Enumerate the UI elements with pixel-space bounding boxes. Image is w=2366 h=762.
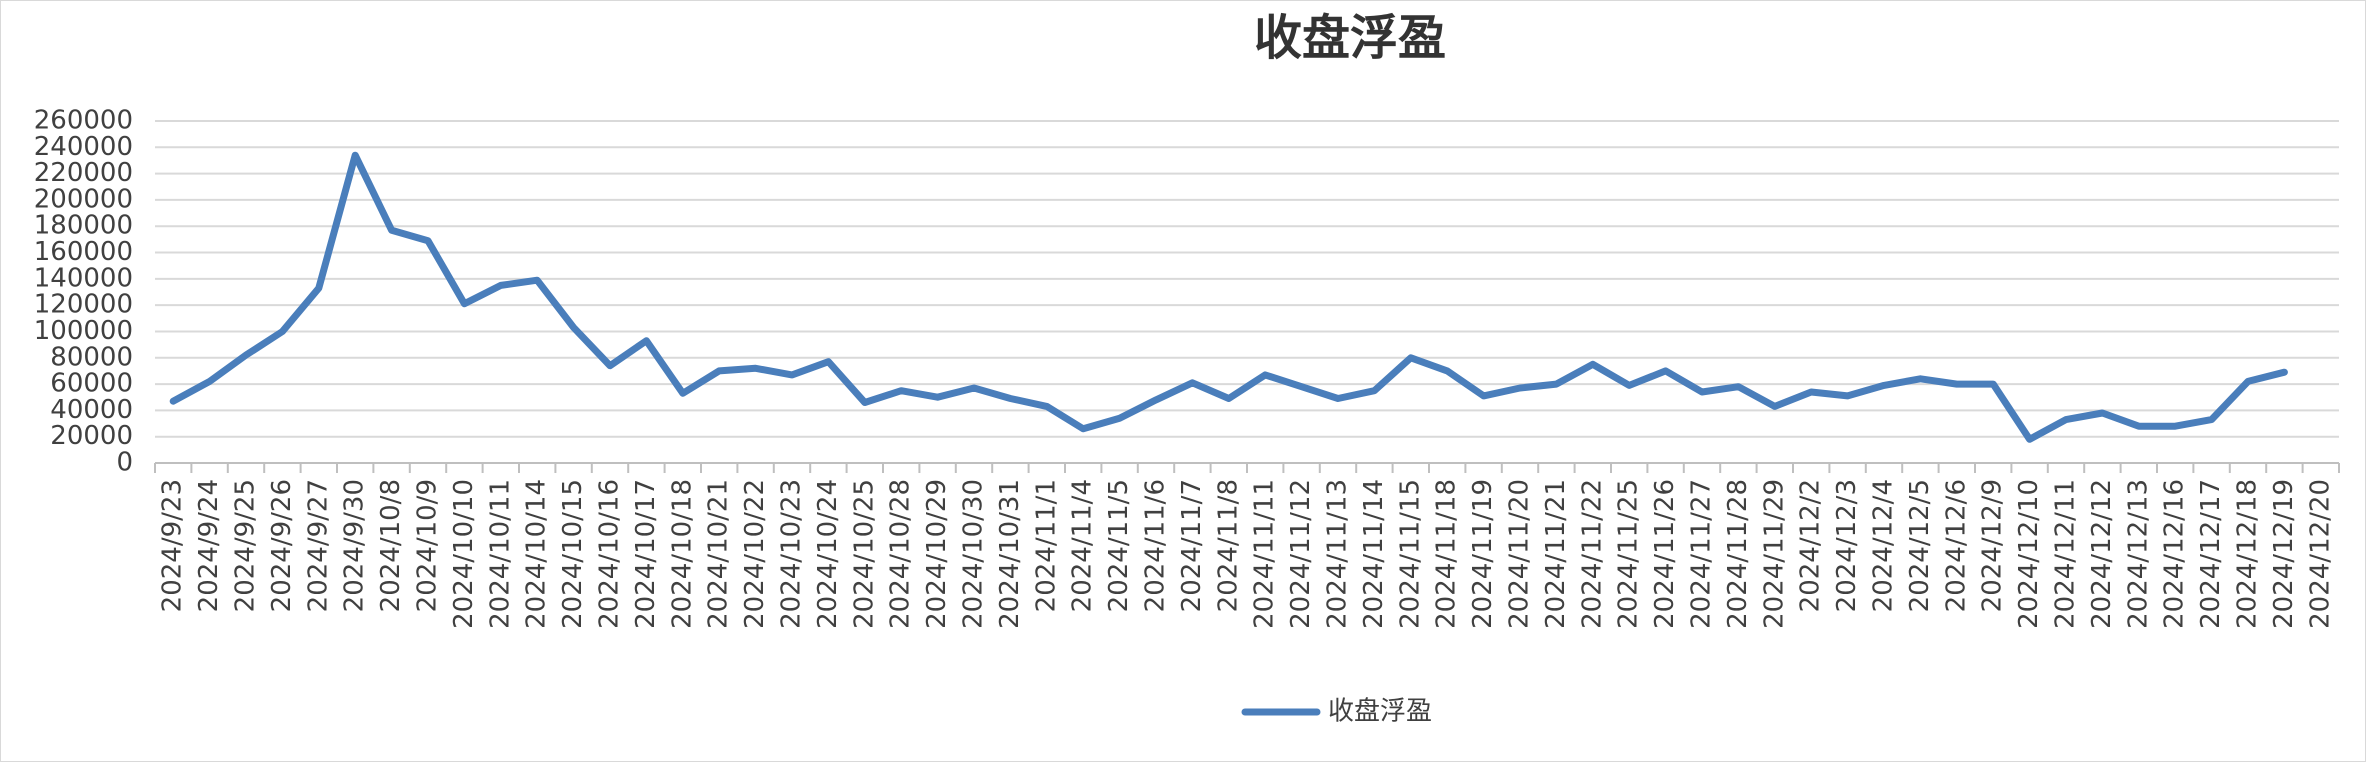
x-tick-label: 2024/9/24 — [194, 479, 224, 612]
x-tick-label: 2024/12/19 — [2269, 479, 2299, 629]
x-tick-label: 2024/12/9 — [1978, 479, 2008, 612]
x-tick-label: 2024/12/17 — [2196, 479, 2226, 629]
x-tick-label: 2024/11/15 — [1395, 479, 1425, 629]
y-tick-label: 180000 — [34, 211, 133, 241]
x-tick-label: 2024/10/23 — [777, 479, 807, 629]
y-tick-label: 40000 — [50, 395, 133, 425]
y-tick-label: 0 — [116, 448, 133, 478]
x-tick-label: 2024/9/23 — [158, 479, 188, 612]
x-tick-label: 2024/11/5 — [1104, 479, 1134, 612]
x-tick-label: 2024/12/12 — [2087, 479, 2117, 629]
x-tick-label: 2024/10/15 — [558, 479, 588, 629]
y-tick-label: 220000 — [34, 158, 133, 188]
x-tick-label: 2024/12/16 — [2160, 479, 2190, 629]
x-tick-label: 2024/12/6 — [1941, 479, 1971, 612]
y-tick-label: 140000 — [34, 263, 133, 293]
x-tick-label: 2024/12/10 — [2014, 479, 2044, 629]
y-tick-label: 260000 — [34, 106, 133, 136]
x-tick-label: 2024/11/12 — [1286, 479, 1316, 629]
x-tick-label: 2024/11/8 — [1213, 479, 1243, 612]
x-tick-label: 2024/11/7 — [1177, 479, 1207, 612]
x-tick-label: 2024/10/28 — [886, 479, 916, 629]
chart-title: 收盘浮盈 — [1254, 10, 1446, 66]
x-tick-label: 2024/11/11 — [1250, 479, 1280, 629]
x-tick-label: 2024/10/16 — [595, 479, 625, 629]
x-tick-label: 2024/11/29 — [1759, 479, 1789, 629]
x-tick-label: 2024/9/26 — [267, 479, 297, 612]
x-tick-label: 2024/10/25 — [849, 479, 879, 629]
x-tick-label: 2024/12/20 — [2305, 479, 2335, 629]
x-tick-label: 2024/10/21 — [704, 479, 734, 629]
x-tick-label: 2024/11/1 — [1031, 479, 1061, 612]
y-tick-label: 160000 — [34, 237, 133, 267]
x-tick-label: 2024/10/9 — [413, 479, 443, 612]
x-tick-label: 2024/11/14 — [1359, 479, 1389, 629]
x-tick-label: 2024/10/22 — [740, 479, 770, 629]
x-tick-label: 2024/10/10 — [449, 479, 479, 629]
y-tick-label: 20000 — [50, 421, 133, 451]
x-tick-label: 2024/9/30 — [340, 479, 370, 612]
x-tick-label: 2024/10/24 — [813, 479, 843, 629]
x-tick-label: 2024/11/19 — [1468, 479, 1498, 629]
x-tick-label: 2024/12/13 — [2123, 479, 2153, 629]
x-tick-label: 2024/9/27 — [303, 479, 333, 612]
y-tick-label: 100000 — [34, 316, 133, 346]
x-tick-label: 2024/9/25 — [231, 479, 261, 612]
legend-label: 收盘浮盈 — [1328, 697, 1432, 727]
x-tick-label: 2024/10/31 — [995, 479, 1025, 629]
x-tick-label: 2024/12/4 — [1869, 479, 1899, 612]
x-tick-label: 2024/12/5 — [1905, 479, 1935, 612]
x-tick-label: 2024/12/11 — [2051, 479, 2081, 629]
x-tick-label: 2024/11/22 — [1577, 479, 1607, 629]
y-tick-label: 60000 — [50, 369, 133, 399]
y-tick-label: 80000 — [50, 342, 133, 372]
x-tick-label: 2024/11/27 — [1687, 479, 1717, 629]
x-tick-label: 2024/12/18 — [2233, 479, 2263, 629]
y-tick-label: 240000 — [34, 132, 133, 162]
x-tick-label: 2024/11/21 — [1541, 479, 1571, 629]
x-tick-label: 2024/11/13 — [1323, 479, 1353, 629]
x-tick-label: 2024/11/18 — [1432, 479, 1462, 629]
x-tick-label: 2024/10/14 — [522, 479, 552, 629]
x-tick-label: 2024/11/20 — [1505, 479, 1535, 629]
x-tick-label: 2024/10/18 — [667, 479, 697, 629]
x-tick-label: 2024/11/6 — [1141, 479, 1171, 612]
x-tick-label: 2024/10/29 — [922, 479, 952, 629]
x-tick-label: 2024/11/26 — [1650, 479, 1680, 629]
x-tick-label: 2024/11/4 — [1068, 479, 1098, 612]
x-tick-label: 2024/10/8 — [376, 479, 406, 612]
y-tick-label: 200000 — [34, 184, 133, 214]
x-tick-label: 2024/12/2 — [1796, 479, 1826, 612]
series-line — [169, 151, 2288, 443]
y-tick-label: 120000 — [34, 290, 133, 320]
x-tick-label: 2024/10/11 — [485, 479, 515, 629]
x-tick-label: 2024/11/28 — [1723, 479, 1753, 629]
x-tick-label: 2024/10/30 — [959, 479, 989, 629]
x-tick-label: 2024/12/3 — [1832, 479, 1862, 612]
x-tick-label: 2024/10/17 — [631, 479, 661, 629]
x-tick-label: 2024/11/25 — [1614, 479, 1644, 629]
